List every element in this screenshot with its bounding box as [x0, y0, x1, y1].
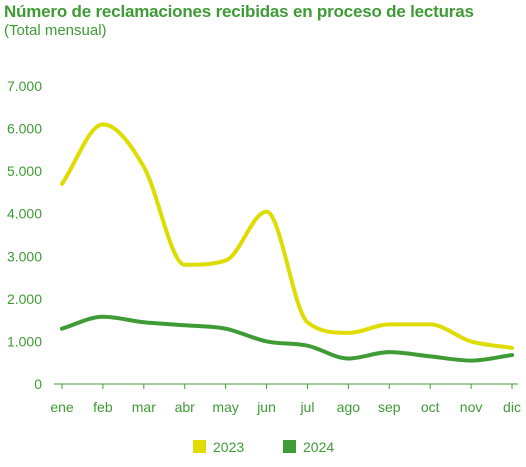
x-tick-label: dic [503, 399, 521, 415]
series-lines [60, 122, 514, 363]
y-tick-label: 2.000 [7, 291, 42, 307]
x-axis: ene feb mar abr may jun jul ago sep oct nov dic [50, 383, 521, 415]
x-tick-label: may [212, 399, 238, 415]
legend-label-2023: 2023 [213, 439, 244, 455]
y-tick-label: 6.000 [7, 121, 42, 137]
y-tick-label: 0 [34, 376, 42, 392]
x-tick-label: abr [175, 399, 196, 415]
chart-subtitle: (Total mensual) [4, 22, 107, 39]
y-tick-label: 4.000 [7, 206, 42, 222]
chart-title: Número de reclamaciones recibidas en pro… [4, 2, 474, 21]
legend-swatch-2024 [283, 440, 296, 453]
x-tick-label: ene [50, 399, 74, 415]
series-line-2024 [60, 314, 514, 363]
x-tick-label: feb [93, 399, 113, 415]
x-tick-label: ago [337, 399, 361, 415]
x-tick-label: jul [299, 399, 314, 415]
x-tick-label: oct [421, 399, 440, 415]
y-tick-label: 5.000 [7, 163, 42, 179]
legend: 2023 2024 [193, 439, 334, 455]
legend-swatch-2023 [193, 440, 206, 453]
x-tick-label: mar [132, 399, 156, 415]
y-tick-label: 1.000 [7, 333, 42, 349]
x-tick-label: jun [256, 399, 276, 415]
y-tick-label: 3.000 [7, 248, 42, 264]
x-tick-label: sep [378, 399, 401, 415]
y-axis: 0 1.000 2.000 3.000 4.000 5.000 6.000 7.000 [7, 78, 42, 392]
series-line-2023 [60, 122, 514, 350]
x-tick-label: nov [460, 399, 483, 415]
legend-label-2024: 2024 [303, 439, 334, 455]
y-tick-label: 7.000 [7, 78, 42, 94]
